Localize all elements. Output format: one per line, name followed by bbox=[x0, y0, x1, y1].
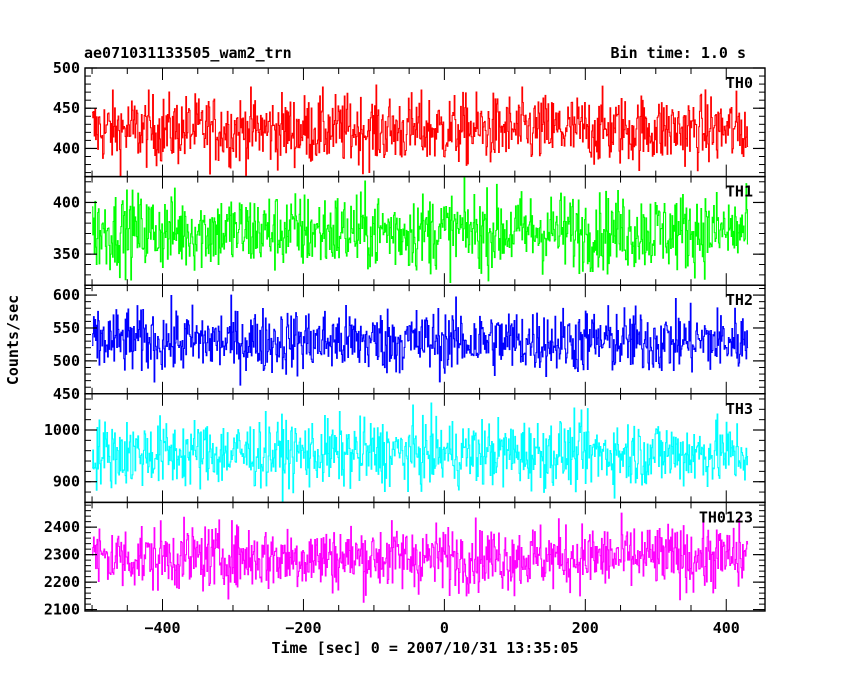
y-tick-label: 450 bbox=[53, 99, 80, 117]
panel-label-th3: TH3 bbox=[726, 400, 753, 418]
chart-title: ae071031133505_wam2_trn bbox=[84, 44, 292, 62]
x-axis-label: Time [sec] 0 = 2007/10/31 13:35:05 bbox=[271, 639, 579, 657]
panel-label-th2: TH2 bbox=[726, 291, 753, 309]
y-axis-label: Counts/sec bbox=[4, 294, 22, 386]
y-tick-label: 400 bbox=[53, 193, 80, 211]
x-tick-label: −400 bbox=[144, 619, 180, 637]
y-tick-label: 400 bbox=[53, 139, 80, 157]
y-tick-label: 450 bbox=[53, 385, 80, 403]
x-tick-label: −200 bbox=[285, 619, 321, 637]
panel-label-th1: TH1 bbox=[726, 183, 753, 201]
series-line-th0 bbox=[92, 84, 749, 177]
y-tick-label: 2200 bbox=[44, 573, 80, 591]
y-tick-label: 2100 bbox=[44, 601, 80, 619]
panel-label-th0123: TH0123 bbox=[699, 508, 753, 526]
y-tick-label: 900 bbox=[53, 473, 80, 491]
y-tick-label: 2300 bbox=[44, 546, 80, 564]
bin-time-label: Bin time: 1.0 s bbox=[610, 44, 746, 62]
series-line-th0123 bbox=[92, 512, 749, 603]
y-tick-label: 500 bbox=[53, 59, 80, 77]
series-line-th1 bbox=[92, 176, 749, 283]
series-line-th3 bbox=[92, 402, 749, 503]
y-tick-label: 600 bbox=[53, 286, 80, 304]
y-tick-label: 550 bbox=[53, 319, 80, 337]
y-tick-label: 500 bbox=[53, 352, 80, 370]
x-tick-label: 400 bbox=[713, 619, 740, 637]
y-tick-label: 2400 bbox=[44, 518, 80, 536]
series-line-th2 bbox=[92, 294, 749, 386]
y-tick-label: 1000 bbox=[44, 421, 80, 439]
x-tick-label: 200 bbox=[572, 619, 599, 637]
y-tick-label: 350 bbox=[53, 245, 80, 263]
x-tick-label: 0 bbox=[440, 619, 449, 637]
panel-frame-th0123 bbox=[84, 501, 766, 612]
panel-label-th0: TH0 bbox=[726, 74, 753, 92]
